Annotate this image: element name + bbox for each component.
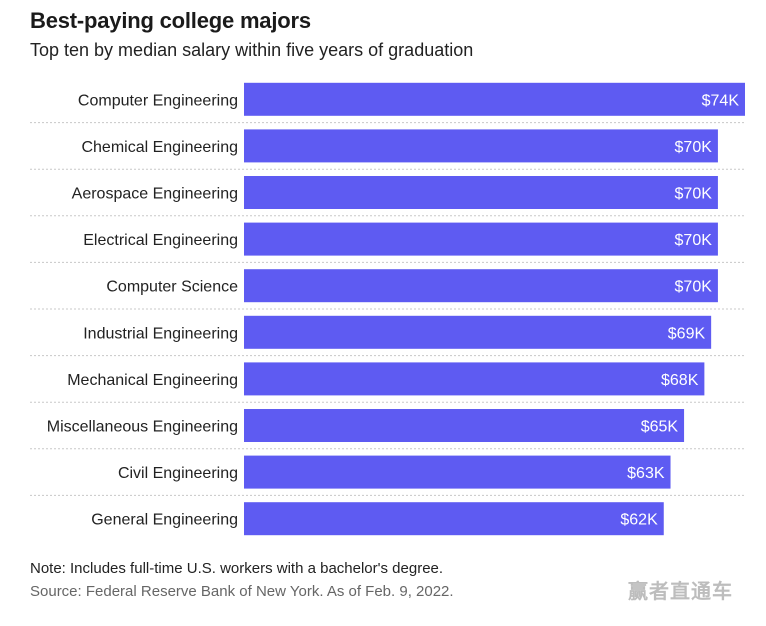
bar	[244, 269, 718, 303]
category-label: Aerospace Engineering	[72, 186, 238, 203]
bar	[244, 176, 718, 209]
category-label: Electrical Engineering	[83, 232, 238, 249]
source-line: Source: Federal Reserve Bank of New York…	[30, 583, 454, 600]
data-label: $68K	[661, 372, 699, 389]
data-label: $63K	[627, 465, 665, 482]
category-label: Miscellaneous Engineering	[47, 419, 238, 436]
category-label: Industrial Engineering	[83, 325, 238, 342]
footnote: Note: Includes full-time U.S. workers wi…	[30, 560, 444, 577]
bar	[244, 82, 745, 116]
data-label: $74K	[702, 92, 740, 109]
category-label: Chemical Engineering	[81, 139, 238, 156]
bar	[244, 362, 705, 396]
data-label: $70K	[675, 186, 713, 203]
data-label: $62K	[620, 512, 658, 529]
category-label: Mechanical Engineering	[67, 372, 238, 389]
bar	[244, 222, 718, 256]
data-label: $69K	[668, 325, 706, 342]
bar	[244, 315, 712, 349]
bar	[244, 502, 664, 536]
chart-subtitle: Top ten by median salary within five yea…	[30, 40, 474, 60]
chart-title: Best-paying college majors	[30, 8, 311, 33]
data-label: $70K	[675, 139, 713, 156]
data-label: $70K	[675, 279, 713, 296]
category-label: Computer Science	[106, 279, 238, 296]
watermark-logo: 赢者直通车	[628, 581, 733, 603]
bar	[244, 455, 671, 489]
category-label: General Engineering	[91, 512, 238, 529]
bar	[244, 129, 718, 163]
data-label: $65K	[641, 419, 679, 436]
category-label: Civil Engineering	[118, 465, 238, 482]
data-label: $70K	[675, 232, 713, 249]
bar	[244, 409, 685, 442]
category-label: Computer Engineering	[78, 92, 238, 109]
